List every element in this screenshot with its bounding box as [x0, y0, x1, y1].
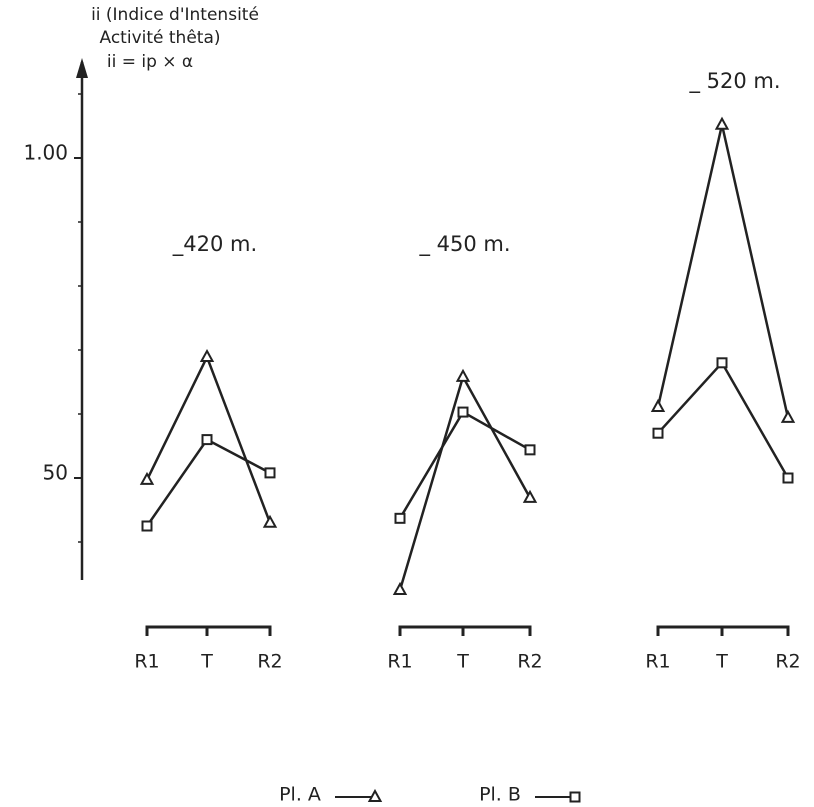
- data-point: [652, 427, 664, 439]
- panel-title: _ 520 m.: [688, 69, 780, 94]
- category-bracket: [145, 625, 272, 636]
- x-tick-label: R2: [775, 651, 800, 673]
- y-axis-arrow: [76, 58, 88, 78]
- data-point: [650, 398, 666, 412]
- data-point: [199, 348, 215, 363]
- data-point: [262, 514, 278, 528]
- legend-label: Pl. A: [279, 784, 321, 806]
- legend-marker: [367, 788, 383, 802]
- x-tick-label: R1: [387, 651, 412, 673]
- data-point: [455, 368, 471, 382]
- x-tick-label: T: [715, 651, 728, 673]
- series-line: [656, 124, 790, 419]
- data-point: [394, 512, 406, 524]
- x-tick-label: R1: [134, 651, 159, 673]
- data-point: [201, 434, 213, 446]
- data-point: [782, 472, 794, 484]
- x-tick-label: R2: [257, 651, 282, 673]
- y-label-line: ii = ip × α: [107, 52, 193, 72]
- data-point: [780, 409, 796, 423]
- series-line: [657, 360, 790, 479]
- data-point: [714, 116, 730, 130]
- data-point: [392, 581, 408, 595]
- panel-title: _420 m.: [172, 232, 257, 257]
- legend-label: Pl. B: [479, 784, 521, 806]
- x-tick-label: T: [200, 651, 213, 673]
- data-point: [264, 467, 276, 479]
- x-tick-label: T: [456, 651, 469, 673]
- category-bracket: [398, 625, 532, 636]
- x-tick-label: R1: [645, 651, 670, 673]
- y-label-line: Activité thêta): [100, 28, 221, 48]
- series-line: [145, 437, 271, 527]
- data-point: [522, 489, 538, 503]
- legend-marker: [569, 791, 581, 803]
- data-point: [716, 357, 728, 369]
- y-label-line: ii (Indice d'Intensité: [91, 5, 259, 25]
- data-point: [457, 406, 469, 418]
- data-point: [141, 520, 153, 532]
- data-point: [139, 471, 155, 485]
- panel-title: _ 450 m.: [418, 232, 510, 257]
- category-bracket: [656, 625, 790, 636]
- data-point: [524, 444, 536, 456]
- y-tick-label: 50: [43, 461, 68, 485]
- y-tick-label: 1.00: [23, 141, 68, 165]
- x-tick-label: R2: [517, 651, 542, 673]
